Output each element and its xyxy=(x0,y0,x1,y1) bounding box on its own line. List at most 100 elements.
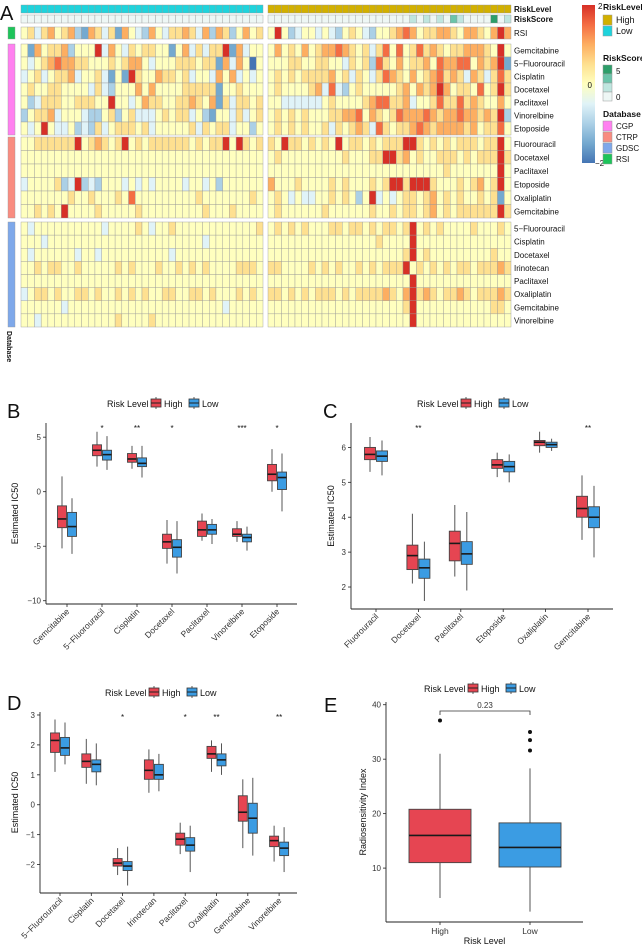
heatmap-cell xyxy=(456,108,464,123)
heatmap-cell xyxy=(74,69,82,84)
legend-label-low: Low xyxy=(200,688,217,698)
risk-score-cell xyxy=(209,14,217,24)
heatmap-cell xyxy=(34,287,42,301)
heatmap-cell xyxy=(463,43,471,58)
risk-score-cell xyxy=(20,14,28,24)
heatmap-cell xyxy=(128,56,136,71)
heatmap-cell xyxy=(294,69,302,84)
box xyxy=(127,453,137,463)
heatmap-cell xyxy=(141,234,149,249)
y-tick-label: 2 xyxy=(342,583,347,592)
risk-score-tick-max: 5 xyxy=(616,67,621,76)
heatmap-cell xyxy=(47,221,55,236)
heatmap-cell xyxy=(490,82,498,97)
heatmap-cell xyxy=(128,313,136,328)
heatmap-cell xyxy=(409,204,417,219)
heatmap-cell xyxy=(235,95,244,110)
heatmap-cell xyxy=(175,95,183,110)
heatmap-cell xyxy=(436,56,444,71)
heatmap-cell xyxy=(20,313,28,328)
heatmap-cell xyxy=(54,274,62,288)
heatmap-cell xyxy=(504,82,512,97)
heatmap-cell xyxy=(20,121,28,136)
heatmap-cell xyxy=(382,26,390,40)
heatmap-cell xyxy=(396,190,404,205)
heatmap-cell xyxy=(477,108,485,123)
heatmap-cell xyxy=(54,177,62,192)
heatmap-cell xyxy=(141,190,149,205)
heatmap-cell xyxy=(483,43,491,58)
heatmap-cell xyxy=(456,177,464,192)
heatmap-cell xyxy=(436,26,444,40)
heatmap-cell xyxy=(267,108,275,123)
heatmap-cell xyxy=(209,274,217,288)
heatmap-cell xyxy=(61,163,69,178)
risk-level-cell xyxy=(242,4,250,14)
heatmap-cell xyxy=(242,287,250,301)
risk-level-cell xyxy=(88,4,96,14)
risk-level-cell xyxy=(135,4,143,14)
heatmap-cell xyxy=(20,234,28,249)
heatmap-cell xyxy=(168,261,176,275)
heatmap-cell xyxy=(94,108,102,123)
heatmap-cell xyxy=(342,136,350,151)
heatmap-cell xyxy=(182,82,190,97)
risk-score-cell xyxy=(375,14,383,24)
heatmap-cell xyxy=(27,190,35,205)
heatmap-cell xyxy=(301,136,309,151)
heatmap-cell xyxy=(141,163,149,178)
x-tick-label: Gemcitabine xyxy=(552,611,593,652)
heatmap-cell xyxy=(456,287,464,301)
heatmap-cell xyxy=(274,121,282,136)
heatmap-cell xyxy=(308,43,316,58)
heatmap-cell xyxy=(429,204,437,219)
heatmap-cell xyxy=(497,108,505,123)
heatmap-cell xyxy=(61,177,69,192)
heatmap-cell xyxy=(315,69,323,84)
x-tick-label: Fluorouracil xyxy=(342,611,381,650)
risk-level-cell xyxy=(20,4,28,14)
heatmap-cell xyxy=(369,69,377,84)
heatmap-cell xyxy=(450,261,458,275)
heatmap-cell xyxy=(54,313,62,328)
heatmap-cell xyxy=(155,95,163,110)
heatmap-cell xyxy=(342,204,350,219)
box xyxy=(91,759,102,773)
heatmap-cell xyxy=(128,248,136,262)
heatmap-cell xyxy=(182,150,190,165)
heatmap-cell xyxy=(47,56,55,71)
scale-tick-min: −2 xyxy=(595,159,605,168)
risk-level-cell xyxy=(209,4,217,14)
heatmap-cell xyxy=(242,261,250,275)
heatmap-cell xyxy=(222,150,230,165)
heatmap-cell xyxy=(202,177,210,192)
heatmap-cell xyxy=(308,26,316,40)
heatmap-cell xyxy=(155,313,163,328)
heatmap-cell xyxy=(328,248,336,262)
heatmap-cell xyxy=(362,261,370,275)
heatmap-cell xyxy=(141,313,149,328)
heatmap-cell xyxy=(161,43,170,58)
heatmap-cell xyxy=(497,121,505,136)
heatmap-cell xyxy=(389,95,397,110)
heatmap-cell xyxy=(321,248,329,262)
heatmap-cell xyxy=(429,26,437,40)
heatmap-cell xyxy=(27,82,35,97)
heatmap-cell xyxy=(249,43,257,58)
heatmap-cell xyxy=(195,26,203,40)
heatmap-cell xyxy=(463,234,471,249)
heatmap-cell xyxy=(288,121,296,136)
heatmap-cell xyxy=(274,95,282,110)
risk-level-cell xyxy=(40,4,49,14)
row-label: Paclitaxel xyxy=(514,277,548,286)
heatmap-cell xyxy=(308,190,316,205)
heatmap-cell xyxy=(182,190,190,205)
heatmap-cell xyxy=(47,121,55,136)
heatmap-cell xyxy=(443,300,451,315)
heatmap-cell xyxy=(182,26,190,40)
heatmap-cell xyxy=(328,190,336,205)
heatmap-cell xyxy=(101,69,109,84)
heatmap-cell xyxy=(355,274,363,288)
heatmap-cell xyxy=(504,121,512,136)
x-tick-label: Docetaxel xyxy=(143,606,177,640)
